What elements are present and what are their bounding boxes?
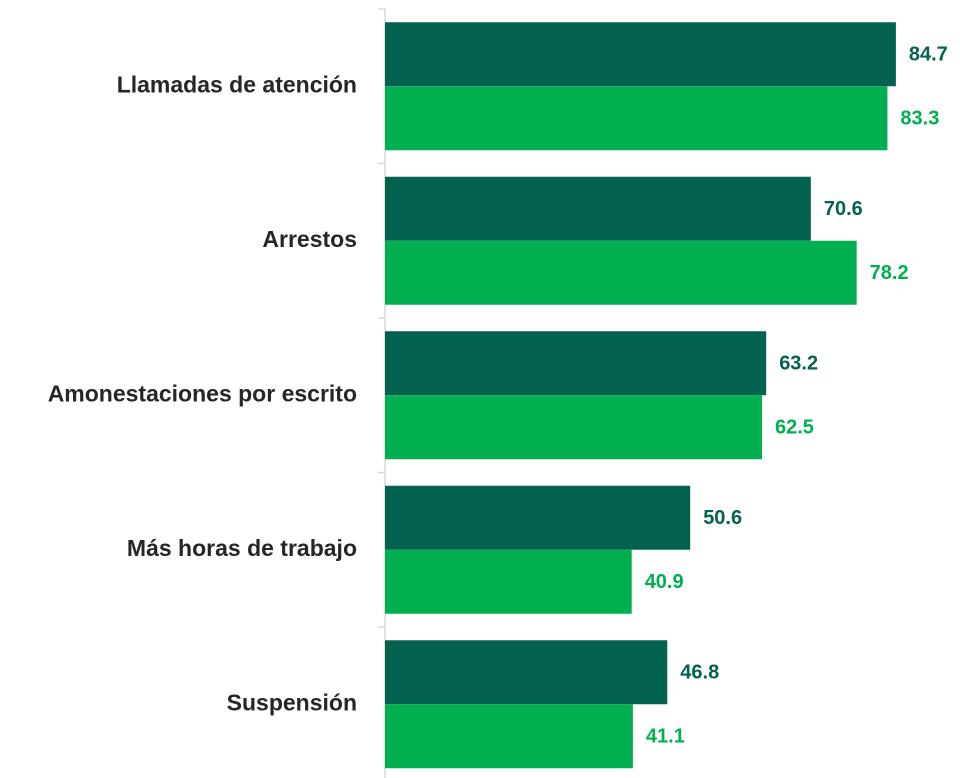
bar (385, 331, 767, 396)
value-label: 62.5 (775, 417, 814, 439)
bar (385, 240, 857, 305)
bar (385, 176, 811, 241)
value-label: 83.3 (900, 108, 939, 130)
bar (385, 549, 632, 614)
value-label: 41.1 (646, 726, 685, 748)
value-label: 84.7 (909, 44, 948, 66)
bar (385, 640, 668, 705)
value-label: 50.6 (703, 507, 742, 529)
category-label: Suspensión (227, 689, 357, 715)
bar (385, 704, 633, 769)
category-label: Llamadas de atención (117, 71, 357, 97)
category-label: Arrestos (262, 226, 357, 252)
bar (385, 22, 896, 87)
bar (385, 395, 762, 460)
value-label: 46.8 (680, 662, 719, 684)
value-label: 70.6 (824, 198, 863, 220)
bar (385, 86, 888, 151)
value-label: 63.2 (779, 353, 818, 375)
value-label: 78.2 (870, 262, 909, 284)
category-label: Más horas de trabajo (127, 535, 357, 561)
value-label: 40.9 (645, 571, 684, 593)
bar (385, 485, 691, 550)
category-label: Amonestaciones por escrito (48, 380, 357, 406)
